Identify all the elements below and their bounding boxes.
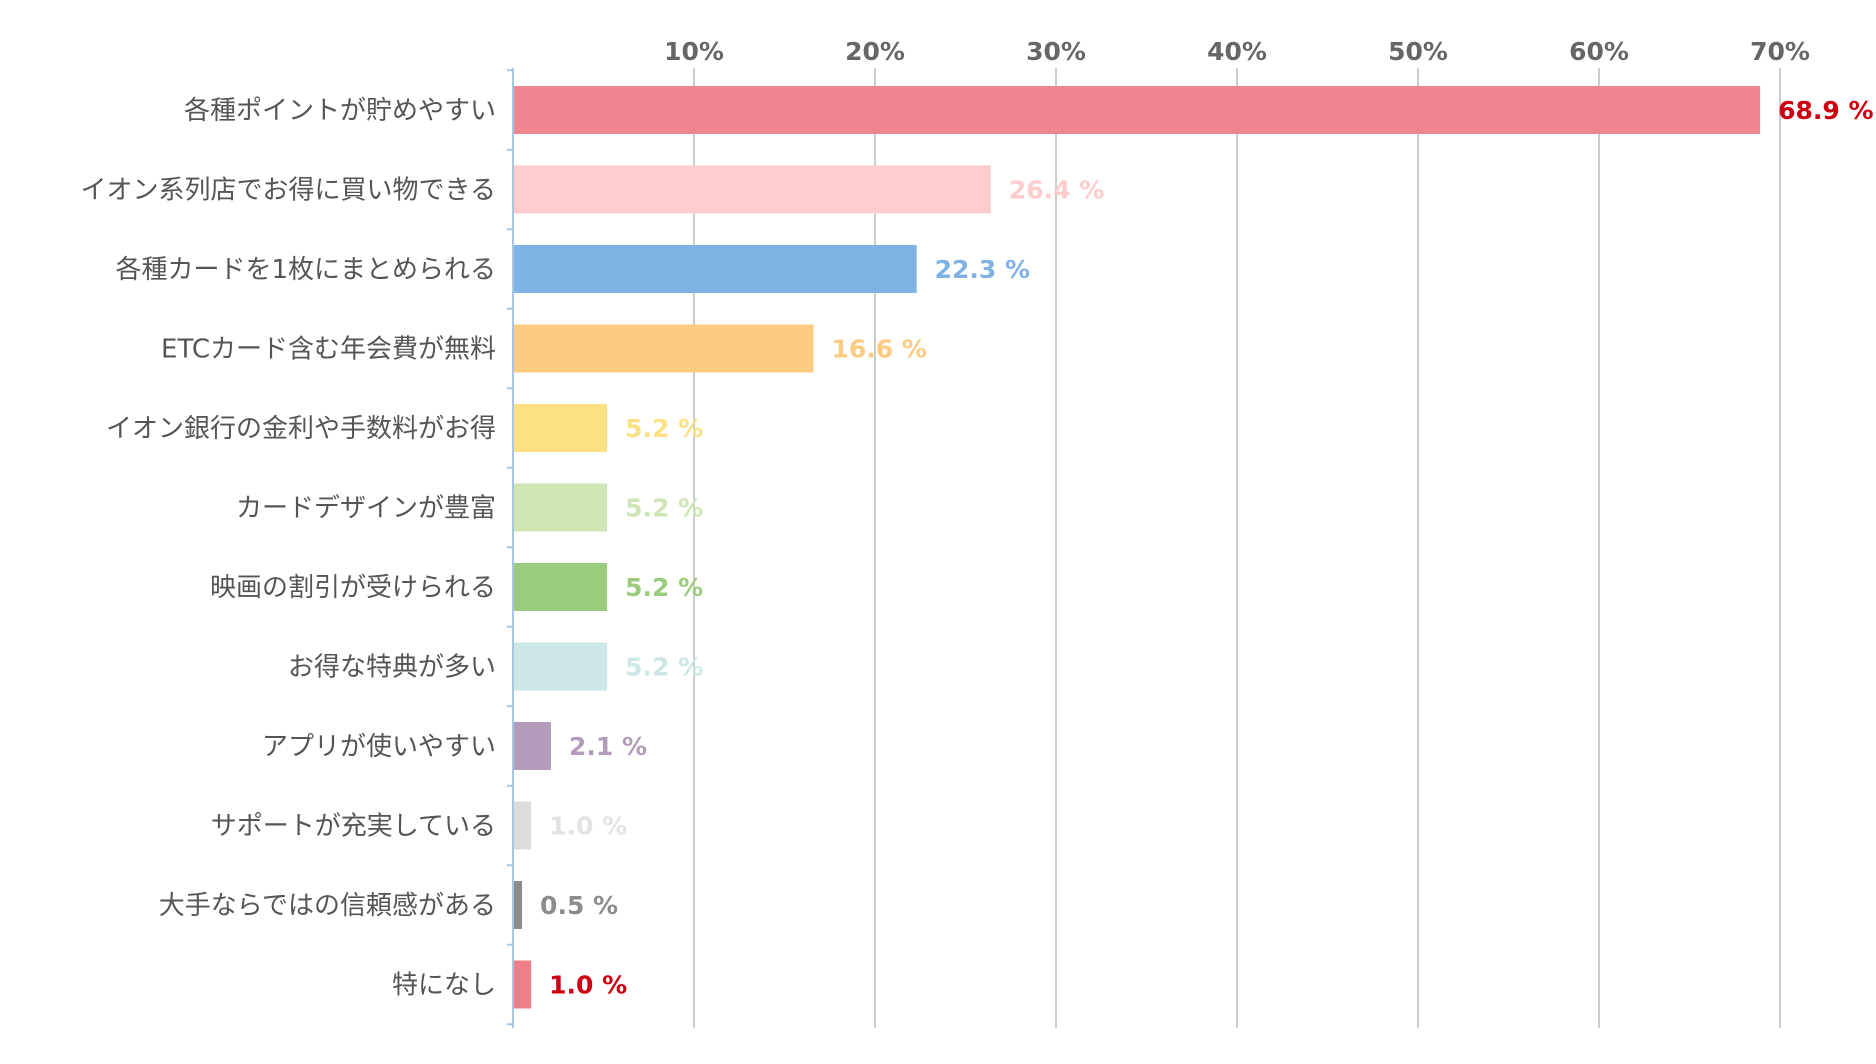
x-tick-label: 20% [845, 37, 905, 66]
category-label: 各種カードを1枚にまとめられる [115, 255, 496, 285]
gridlines [693, 68, 1781, 1028]
category-label: イオン系列店でお得に買い物できる [81, 176, 496, 206]
bar [513, 324, 814, 373]
value-label: 1.0 % [549, 971, 627, 1000]
bar [513, 563, 608, 611]
category-labels: 各種ポイントが貯めやすいイオン系列店でお得に買い物できる各種カードを1枚にまとめ… [81, 96, 496, 1001]
x-tick-label: 70% [1750, 37, 1810, 66]
x-tick-labels: 10% 20% 30% 40% 50% 60% 70% [664, 37, 1810, 66]
value-label: 2.1 % [569, 732, 647, 761]
bar [513, 483, 608, 532]
value-label: 68.9 % [1778, 96, 1873, 125]
category-label: 映画の割引が受けられる [210, 573, 496, 603]
value-labels: 68.9 % 26.4 % 22.3 % 16.6 % 5.2 % 5.2 % 5.2 % 5… [540, 96, 1873, 1000]
x-tick-label: 10% [664, 37, 724, 66]
bar [513, 86, 1761, 134]
value-label: 26.4 % [1009, 176, 1104, 205]
x-tick-label: 60% [1569, 37, 1629, 66]
value-label: 5.2 % [625, 494, 703, 523]
bar [513, 881, 523, 929]
category-label: お得な特典が多い [288, 653, 496, 683]
category-label: カードデザインが豊富 [236, 494, 496, 524]
bar [513, 245, 917, 293]
bar [513, 404, 608, 452]
x-tick-label: 40% [1207, 37, 1267, 66]
x-tick-label: 50% [1388, 37, 1448, 66]
value-label: 5.2 % [625, 653, 703, 682]
bar [513, 165, 991, 214]
category-label: サポートが充実している [211, 812, 496, 842]
value-label: 0.5 % [540, 891, 618, 920]
y-axis [507, 68, 514, 1028]
bar [513, 642, 608, 691]
x-tick-label: 30% [1026, 37, 1086, 66]
category-label: ETCカード含む年会費が無料 [161, 335, 496, 365]
bar [513, 960, 532, 1009]
bars [513, 86, 1761, 1009]
category-label: 各種ポイントが貯めやすい [184, 96, 496, 126]
value-label: 1.0 % [549, 812, 627, 841]
category-label: 大手ならではの信頼感がある [159, 891, 496, 921]
value-label: 5.2 % [625, 573, 703, 602]
category-label: アプリが使いやすい [262, 732, 496, 762]
bar [513, 722, 552, 770]
value-label: 16.6 % [831, 335, 926, 364]
value-label: 22.3 % [935, 255, 1030, 284]
bar [513, 801, 532, 850]
category-label: 特になし [392, 971, 496, 1001]
category-label: イオン銀行の金利や手数料がお得 [106, 414, 496, 444]
value-label: 5.2 % [625, 414, 703, 443]
